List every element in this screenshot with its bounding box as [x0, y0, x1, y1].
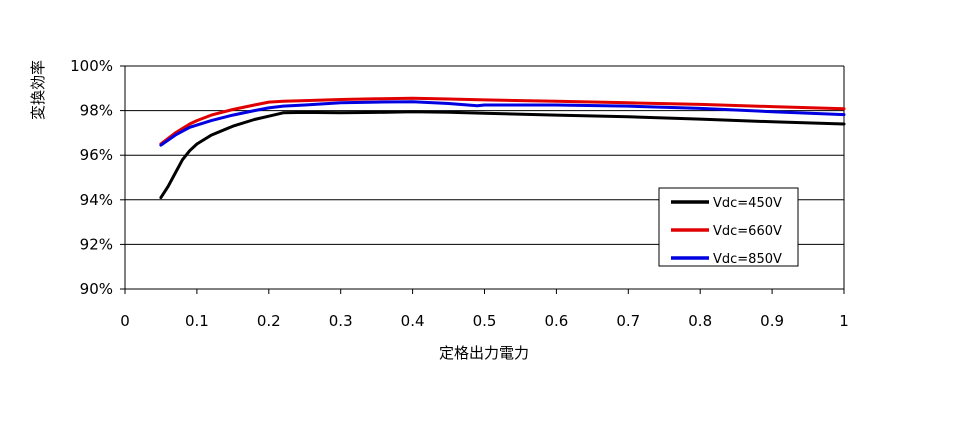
y-tick-label: 90%	[80, 280, 113, 298]
x-tick-label: 0.4	[401, 312, 425, 330]
x-tick-label: 0.5	[473, 312, 497, 330]
legend-label: Vdc=850V	[713, 252, 782, 267]
tick-labels: 90% 92% 94% 96% 98% 100% 0 0.1 0.2 0.3 0.4 0.5 0.6 0.…	[70, 57, 849, 330]
y-tick-label: 100%	[70, 57, 113, 75]
x-tick-label: 1	[839, 312, 849, 330]
y-axis-title: 変換効率	[29, 60, 47, 120]
x-tick-label: 0.6	[544, 312, 568, 330]
x-tick-label: 0.7	[616, 312, 640, 330]
x-axis-title: 定格出力電力	[439, 344, 529, 362]
x-tick-label: 0.8	[688, 312, 712, 330]
series-line-2	[159, 96, 846, 146]
x-tick-label: 0	[120, 312, 130, 330]
x-tick-label: 0.3	[329, 312, 353, 330]
gridlines	[125, 65, 844, 290]
axes	[120, 65, 845, 294]
series-lines	[159, 96, 846, 200]
series-line-3	[159, 100, 846, 147]
y-tick-label: 94%	[80, 191, 113, 209]
x-tick-label: 0.2	[257, 312, 281, 330]
legend-label: Vdc=660V	[713, 224, 782, 239]
y-tick-label: 92%	[80, 235, 113, 253]
series-line-1	[159, 110, 846, 200]
x-tick-label: 0.1	[185, 312, 209, 330]
y-tick-label: 98%	[80, 102, 113, 120]
legend: Vdc=450V Vdc=660V Vdc=850V	[658, 187, 799, 267]
x-tick-label: 0.9	[760, 312, 784, 330]
legend-label: Vdc=450V	[713, 196, 782, 211]
y-tick-label: 96%	[80, 146, 113, 164]
